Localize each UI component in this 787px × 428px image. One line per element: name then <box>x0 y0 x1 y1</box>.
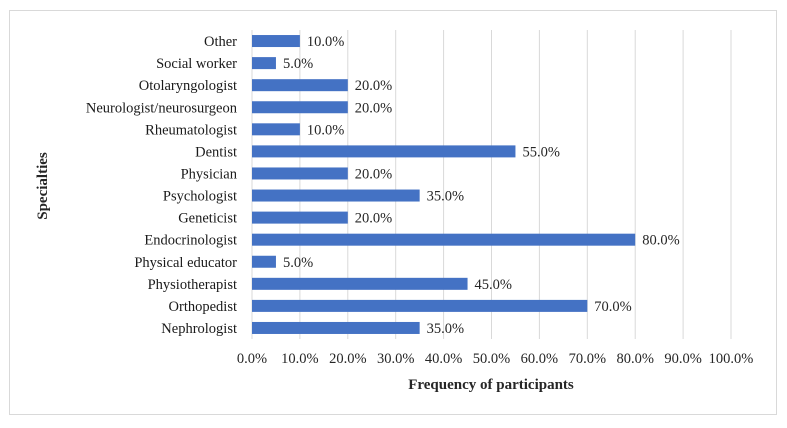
category-label: Psychologist <box>163 189 237 205</box>
data-label: 70.0% <box>594 299 631 315</box>
x-tick-label: 60.0% <box>521 351 558 367</box>
data-label: 10.0% <box>307 34 344 50</box>
x-tick-label: 50.0% <box>473 351 510 367</box>
bar <box>252 299 588 312</box>
category-label: Neurologist/neurosurgeon <box>86 100 238 116</box>
category-label: Orthopedist <box>169 299 237 315</box>
bar <box>252 211 348 224</box>
x-tick-label: 80.0% <box>616 351 653 367</box>
bar <box>252 57 276 70</box>
data-label: 20.0% <box>355 78 392 94</box>
bar <box>252 189 420 202</box>
category-label: Other <box>204 34 237 50</box>
bar <box>252 35 300 48</box>
x-tick-label: 30.0% <box>377 351 414 367</box>
data-label: 5.0% <box>283 255 313 271</box>
category-label: Physical educator <box>134 255 237 271</box>
bar <box>252 233 636 246</box>
x-tick-label: 70.0% <box>569 351 606 367</box>
data-label: 5.0% <box>283 56 313 72</box>
bar <box>252 101 348 114</box>
bar <box>252 321 420 334</box>
data-label: 55.0% <box>522 144 559 160</box>
category-label: Dentist <box>195 144 237 160</box>
x-tick-label: 40.0% <box>425 351 462 367</box>
bar <box>252 145 516 158</box>
data-label: 20.0% <box>355 211 392 227</box>
data-label: 10.0% <box>307 122 344 138</box>
x-tick-label: 10.0% <box>281 351 318 367</box>
y-axis-title: Specialties <box>35 152 51 220</box>
x-tick-label: 20.0% <box>329 351 366 367</box>
x-axis-title: Frequency of participants <box>408 377 574 393</box>
data-label: 20.0% <box>355 166 392 182</box>
category-label: Physician <box>181 166 238 182</box>
x-tick-label: 90.0% <box>664 351 701 367</box>
category-labels: Other Social worker Otolaryngologist Neurol… <box>86 34 238 337</box>
category-label: Endocrinologist <box>144 233 237 249</box>
data-label: 20.0% <box>355 100 392 116</box>
bar <box>252 167 348 180</box>
value-labels: 10.0% 5.0% 20.0% 20.0% 10.0% 55.0% 20.0% 35.0% 2… <box>283 34 680 337</box>
bar <box>252 277 468 290</box>
x-tick-label: 100.0% <box>709 351 754 367</box>
category-label: Social worker <box>156 56 237 72</box>
data-label: 80.0% <box>642 233 679 249</box>
data-label: 45.0% <box>475 277 512 293</box>
category-label: Nephrologist <box>161 321 237 337</box>
data-label: 35.0% <box>427 321 464 337</box>
category-label: Otolaryngologist <box>139 78 237 94</box>
x-tick-labels: 0.0% 10.0% 20.0% 30.0% 40.0% 50.0% 60.0% 70.0% 8… <box>237 351 753 367</box>
bar <box>252 123 300 136</box>
x-tick-label: 0.0% <box>237 351 267 367</box>
bar <box>252 255 276 268</box>
bar <box>252 79 348 92</box>
data-label: 35.0% <box>427 189 464 205</box>
category-label: Geneticist <box>178 211 237 227</box>
category-label: Physiotherapist <box>148 277 237 293</box>
category-label: Rheumatologist <box>145 122 237 138</box>
chart-frame <box>9 10 777 415</box>
bars <box>252 35 636 334</box>
